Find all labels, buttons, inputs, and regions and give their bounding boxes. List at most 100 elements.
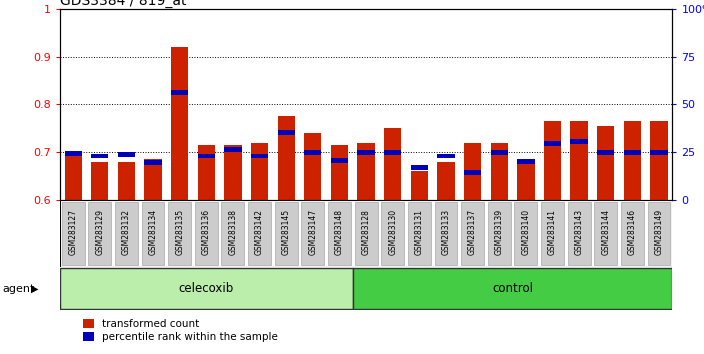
Bar: [491, 150, 508, 155]
FancyBboxPatch shape: [382, 202, 404, 265]
Bar: [624, 121, 641, 200]
Text: GDS3384 / 819_at: GDS3384 / 819_at: [60, 0, 187, 8]
Bar: [437, 162, 455, 200]
Bar: [171, 90, 189, 95]
Text: GSM283140: GSM283140: [522, 209, 530, 255]
FancyBboxPatch shape: [434, 202, 458, 265]
Text: celecoxib: celecoxib: [179, 282, 234, 295]
Text: control: control: [492, 282, 533, 295]
FancyBboxPatch shape: [515, 202, 537, 265]
Text: GSM283145: GSM283145: [282, 209, 291, 255]
Bar: [118, 152, 135, 157]
Bar: [65, 156, 82, 200]
Bar: [225, 145, 241, 200]
FancyBboxPatch shape: [567, 202, 591, 265]
Bar: [65, 151, 82, 155]
FancyBboxPatch shape: [142, 202, 165, 265]
FancyBboxPatch shape: [275, 202, 298, 265]
FancyBboxPatch shape: [355, 202, 377, 265]
Text: GSM283138: GSM283138: [228, 209, 237, 255]
Text: GSM283142: GSM283142: [255, 209, 264, 255]
Bar: [198, 154, 215, 159]
Text: GSM283149: GSM283149: [655, 209, 663, 255]
Bar: [543, 121, 561, 200]
Text: GSM283134: GSM283134: [149, 209, 158, 255]
Bar: [118, 162, 135, 200]
FancyBboxPatch shape: [168, 202, 191, 265]
Text: GSM283131: GSM283131: [415, 209, 424, 255]
Text: GSM283133: GSM283133: [441, 209, 451, 255]
FancyBboxPatch shape: [488, 202, 510, 265]
FancyBboxPatch shape: [195, 202, 218, 265]
FancyBboxPatch shape: [594, 202, 617, 265]
FancyBboxPatch shape: [301, 202, 325, 265]
Text: GSM283130: GSM283130: [388, 209, 397, 255]
Bar: [331, 145, 348, 200]
Text: GSM283128: GSM283128: [362, 209, 370, 255]
Text: GSM283141: GSM283141: [548, 209, 557, 255]
Bar: [410, 171, 428, 200]
Bar: [144, 159, 162, 200]
FancyBboxPatch shape: [648, 202, 670, 265]
Bar: [517, 159, 534, 200]
FancyBboxPatch shape: [88, 202, 111, 265]
FancyBboxPatch shape: [222, 202, 244, 265]
Bar: [304, 150, 322, 155]
Bar: [91, 154, 108, 159]
Bar: [437, 154, 455, 159]
Bar: [384, 150, 401, 155]
Text: GSM283144: GSM283144: [601, 209, 610, 255]
Bar: [650, 121, 667, 200]
FancyBboxPatch shape: [621, 202, 644, 265]
FancyBboxPatch shape: [541, 202, 564, 265]
Bar: [464, 170, 482, 175]
Text: GSM283147: GSM283147: [308, 209, 318, 255]
Bar: [331, 158, 348, 163]
Text: GSM283148: GSM283148: [335, 209, 344, 255]
Bar: [198, 145, 215, 200]
Text: GSM283143: GSM283143: [574, 209, 584, 255]
Bar: [277, 116, 295, 200]
Text: GSM283135: GSM283135: [175, 209, 184, 255]
Text: GSM283146: GSM283146: [628, 209, 637, 255]
Bar: [570, 121, 588, 200]
Text: agent: agent: [2, 284, 34, 293]
Bar: [570, 139, 588, 144]
FancyBboxPatch shape: [353, 268, 672, 309]
Text: GSM283137: GSM283137: [468, 209, 477, 255]
Bar: [384, 128, 401, 200]
Bar: [464, 143, 482, 200]
Bar: [597, 126, 615, 200]
Bar: [597, 150, 615, 155]
Bar: [650, 150, 667, 155]
Bar: [491, 143, 508, 200]
Bar: [251, 154, 268, 159]
FancyBboxPatch shape: [248, 202, 271, 265]
FancyBboxPatch shape: [60, 268, 353, 309]
Text: GSM283132: GSM283132: [122, 209, 131, 255]
Text: ▶: ▶: [31, 284, 39, 293]
Bar: [517, 159, 534, 164]
Bar: [225, 147, 241, 152]
FancyBboxPatch shape: [115, 202, 138, 265]
FancyBboxPatch shape: [60, 200, 672, 267]
Bar: [624, 150, 641, 155]
Bar: [543, 141, 561, 146]
Bar: [91, 162, 108, 200]
Bar: [277, 130, 295, 135]
Text: GSM283129: GSM283129: [95, 209, 104, 255]
Bar: [304, 133, 322, 200]
Bar: [171, 47, 189, 200]
Text: GSM283136: GSM283136: [202, 209, 210, 255]
Bar: [358, 143, 375, 200]
Text: GSM283127: GSM283127: [69, 209, 77, 255]
FancyBboxPatch shape: [461, 202, 484, 265]
FancyBboxPatch shape: [328, 202, 351, 265]
Bar: [251, 143, 268, 200]
Legend: transformed count, percentile rank within the sample: transformed count, percentile rank withi…: [79, 315, 282, 347]
Bar: [144, 160, 162, 165]
Bar: [358, 150, 375, 155]
Text: GSM283139: GSM283139: [495, 209, 504, 255]
FancyBboxPatch shape: [408, 202, 431, 265]
FancyBboxPatch shape: [62, 202, 84, 265]
